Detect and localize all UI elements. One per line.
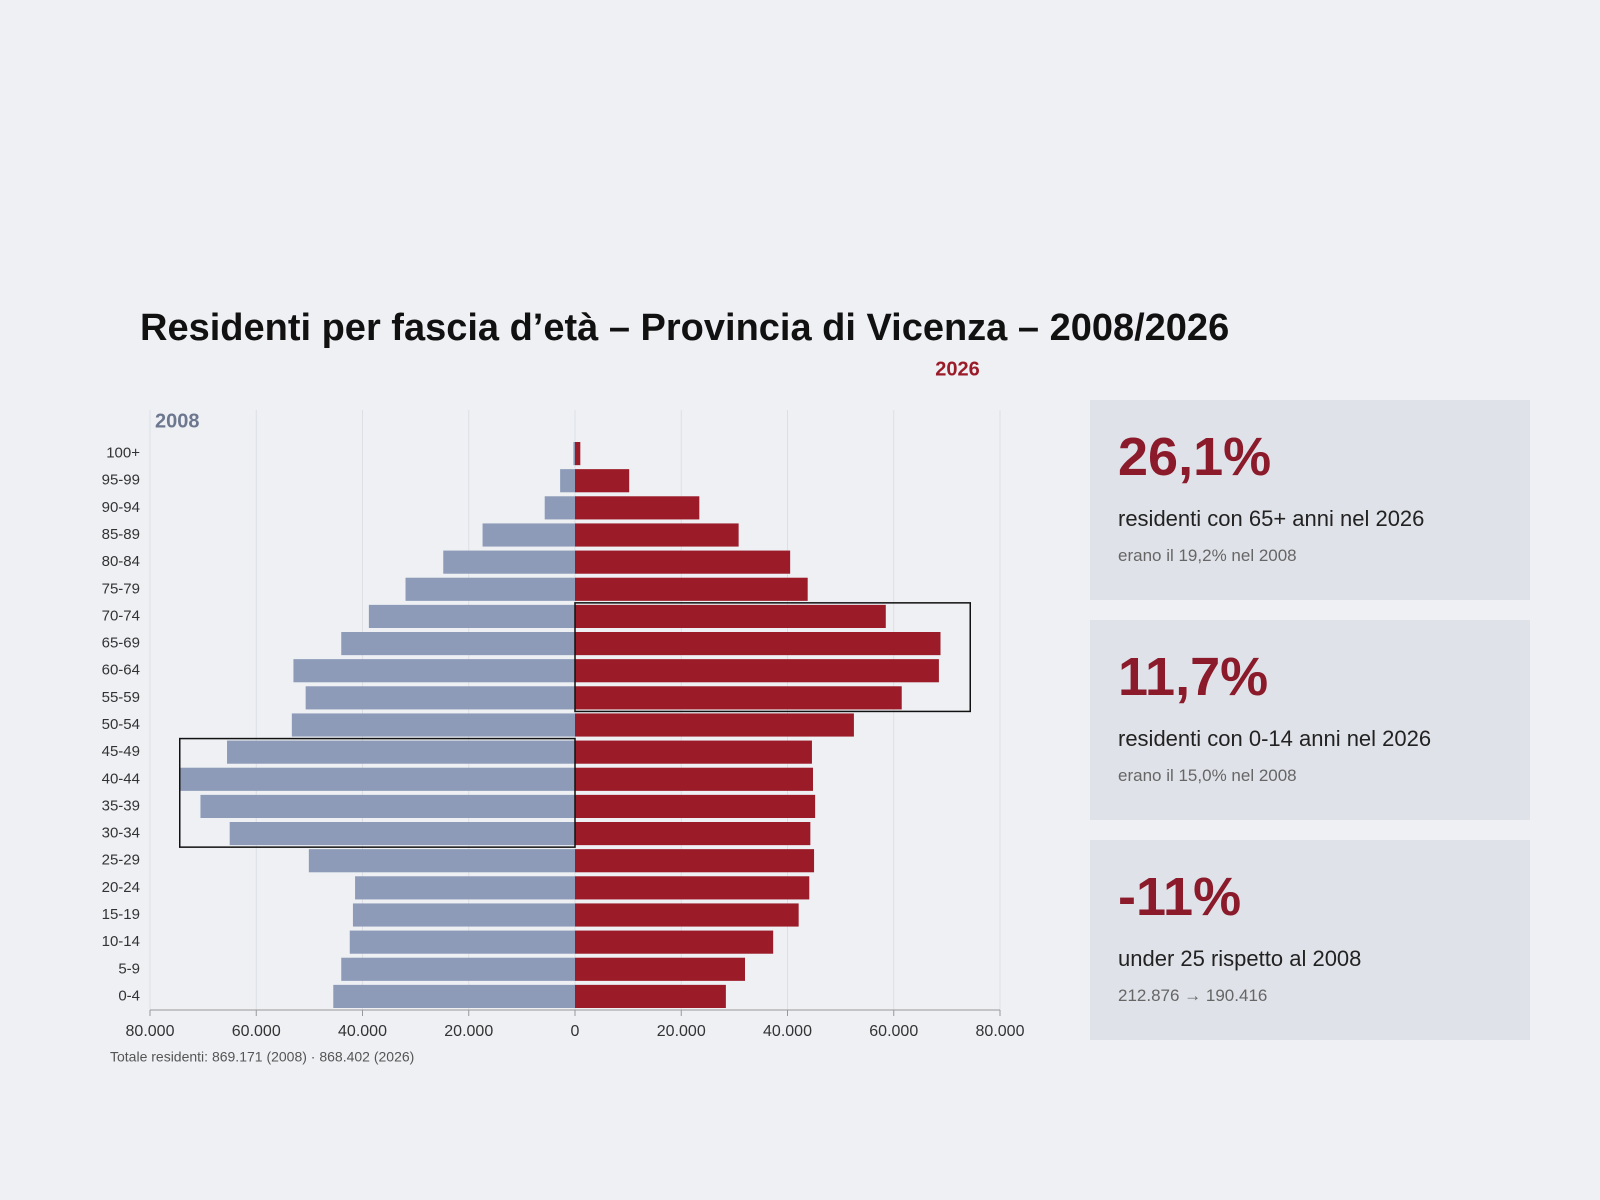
y-tick-label: 20-24 — [102, 879, 140, 896]
y-tick-label: 45-49 — [102, 743, 140, 760]
bar — [179, 767, 575, 791]
bar — [355, 876, 575, 900]
stat-value: 11,7% — [1118, 647, 1269, 707]
bar — [293, 659, 575, 683]
bar — [544, 496, 575, 520]
bar — [575, 903, 799, 927]
bar — [575, 794, 816, 818]
bar — [575, 957, 745, 981]
bar — [575, 686, 902, 710]
y-tick-label: 15-19 — [102, 906, 140, 923]
stat-label: residenti con 0-14 anni nel 2026 — [1118, 726, 1432, 751]
bar — [575, 604, 886, 628]
bar — [575, 849, 815, 873]
x-tick-label: 20.000 — [444, 1023, 493, 1040]
bar — [575, 469, 630, 493]
y-tick-label: 50-54 — [102, 716, 140, 733]
stat-value: 26,1% — [1118, 427, 1272, 487]
bar — [333, 984, 575, 1008]
bar — [575, 577, 808, 601]
bar — [575, 496, 700, 520]
bar — [352, 903, 575, 927]
stat-note: erano il 19,2% nel 2008 — [1118, 546, 1297, 565]
y-tick-label: 40-44 — [102, 770, 140, 787]
footnote: Totale residenti: 869.171 (2008) · 868.4… — [110, 1049, 414, 1065]
highlight-box — [574, 602, 971, 713]
y-tick-label: 65-69 — [102, 635, 140, 652]
stat-panel: -11% under 25 rispetto al 2008 212.876 →… — [1090, 840, 1530, 1040]
stat-label: residenti con 65+ anni nel 2026 — [1118, 506, 1425, 531]
bar — [575, 930, 774, 954]
x-tick-label: 40.000 — [763, 1023, 812, 1040]
y-tick-label: 0-4 — [118, 987, 140, 1004]
y-tick-label: 60-64 — [102, 662, 140, 679]
highlight-box — [179, 737, 576, 848]
bar — [308, 849, 575, 873]
stat-label: under 25 rispetto al 2008 — [1118, 946, 1362, 971]
y-tick-label: 10-14 — [102, 933, 140, 950]
bar — [575, 740, 812, 764]
x-tick-label: 20.000 — [657, 1023, 706, 1040]
y-tick-label: 5-9 — [118, 960, 140, 977]
y-tick-label: 30-34 — [102, 825, 140, 842]
bar — [291, 713, 575, 737]
bar — [368, 604, 575, 628]
bar — [575, 550, 791, 574]
bar — [575, 713, 854, 737]
bar — [482, 523, 575, 547]
x-tick-label: 60.000 — [869, 1023, 918, 1040]
bar — [341, 957, 575, 981]
y-tick-label: 25-29 — [102, 852, 140, 869]
y-tick-label: 80-84 — [102, 553, 140, 570]
x-tick-label: 60.000 — [232, 1023, 281, 1040]
stat-note: erano il 15,0% nel 2008 — [1118, 766, 1297, 785]
bar — [229, 822, 575, 846]
stat-value: -11% — [1118, 867, 1242, 927]
bar — [575, 767, 813, 791]
y-tick-label: 35-39 — [102, 797, 140, 814]
y-tick-label: 55-59 — [102, 689, 140, 706]
bar — [575, 659, 939, 683]
y-tick-label: 85-89 — [102, 526, 140, 543]
bar — [443, 550, 575, 574]
bar — [575, 523, 739, 547]
y-tick-label: 75-79 — [102, 580, 140, 597]
stat-panel: 11,7% residenti con 0-14 anni nel 2026 e… — [1090, 620, 1530, 820]
bar — [227, 740, 575, 764]
x-tick-label: 0 — [571, 1023, 580, 1040]
bar — [575, 984, 726, 1008]
legend-label: 2026 — [935, 358, 980, 380]
x-tick-label: 80.000 — [126, 1023, 175, 1040]
y-tick-label: 90-94 — [102, 499, 140, 516]
bar — [200, 794, 575, 818]
bar — [575, 822, 811, 846]
chart-title: Residenti per fascia d’età – Provincia d… — [140, 307, 1229, 349]
x-tick-label: 40.000 — [338, 1023, 387, 1040]
bar — [575, 442, 581, 466]
y-tick-label: 95-99 — [102, 472, 140, 489]
bar — [305, 686, 575, 710]
stat-panel: 26,1% residenti con 65+ anni nel 2026 er… — [1090, 400, 1530, 600]
bar — [349, 930, 575, 954]
y-tick-label: 100+ — [106, 445, 140, 462]
bar — [573, 442, 575, 466]
x-tick-label: 80.000 — [976, 1023, 1025, 1040]
y-tick-label: 70-74 — [102, 607, 140, 624]
bar — [560, 469, 575, 493]
stat-note: 212.876 → 190.416 — [1118, 986, 1268, 1005]
bar — [575, 632, 941, 656]
bar — [341, 632, 575, 656]
legend-label: 2008 — [155, 410, 200, 432]
bar — [575, 876, 810, 900]
bar — [405, 577, 575, 601]
